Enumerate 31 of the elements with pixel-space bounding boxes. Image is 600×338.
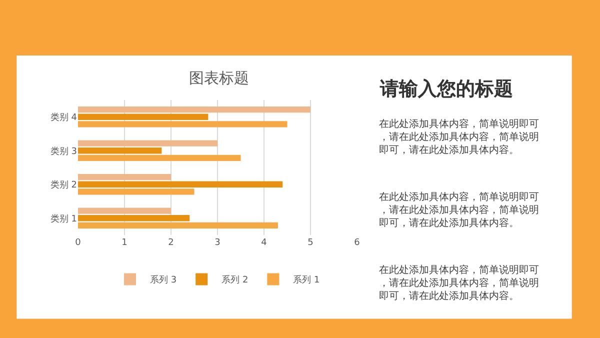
x-tick-label: 2	[168, 238, 174, 248]
x-tick-label: 4	[261, 238, 268, 248]
bar	[78, 188, 194, 195]
bar	[78, 222, 278, 229]
bar	[78, 154, 241, 162]
bar	[78, 114, 208, 120]
x-tick-label: 1	[122, 238, 128, 248]
y-tick-label: 类别 1	[50, 213, 77, 224]
chart-title: 图表标题	[189, 68, 249, 87]
bar	[78, 140, 218, 146]
bar	[78, 148, 162, 154]
text: 请输入您的标题	[379, 78, 513, 100]
bar	[78, 106, 310, 113]
text: 在此处添加具体内容，简单说明即可，请在此处添加具体内容，简单说明即可，请在此处添加具体内容。	[379, 264, 539, 302]
text: 在此处添加具体内容，简单说明即可，请在此处添加具体内容，简单说明即可，请在此处添加具体内容。	[379, 118, 539, 156]
x-tick-label: 3	[214, 238, 220, 248]
legend-label: 系列 2	[222, 274, 248, 286]
bar	[78, 121, 288, 128]
y-tick-label: 类别 2	[50, 180, 77, 191]
legend-label: 系列 3	[150, 274, 177, 286]
x-tick-label: 0	[75, 238, 82, 248]
bar	[78, 215, 190, 222]
y-tick-label: 类别 3	[50, 146, 77, 157]
bar	[78, 208, 171, 214]
x-tick-label: 6	[354, 238, 360, 248]
legend-label: 系列 1	[293, 274, 320, 286]
y-tick-label: 类别 4	[50, 112, 78, 124]
bar	[78, 174, 171, 180]
bar	[78, 181, 283, 188]
text: 在此处添加具体内容，简单说明即可，请在此处添加具体内容，简单说明即可，请在此处添加具体内容。	[379, 191, 539, 229]
x-tick-label: 5	[308, 238, 314, 248]
